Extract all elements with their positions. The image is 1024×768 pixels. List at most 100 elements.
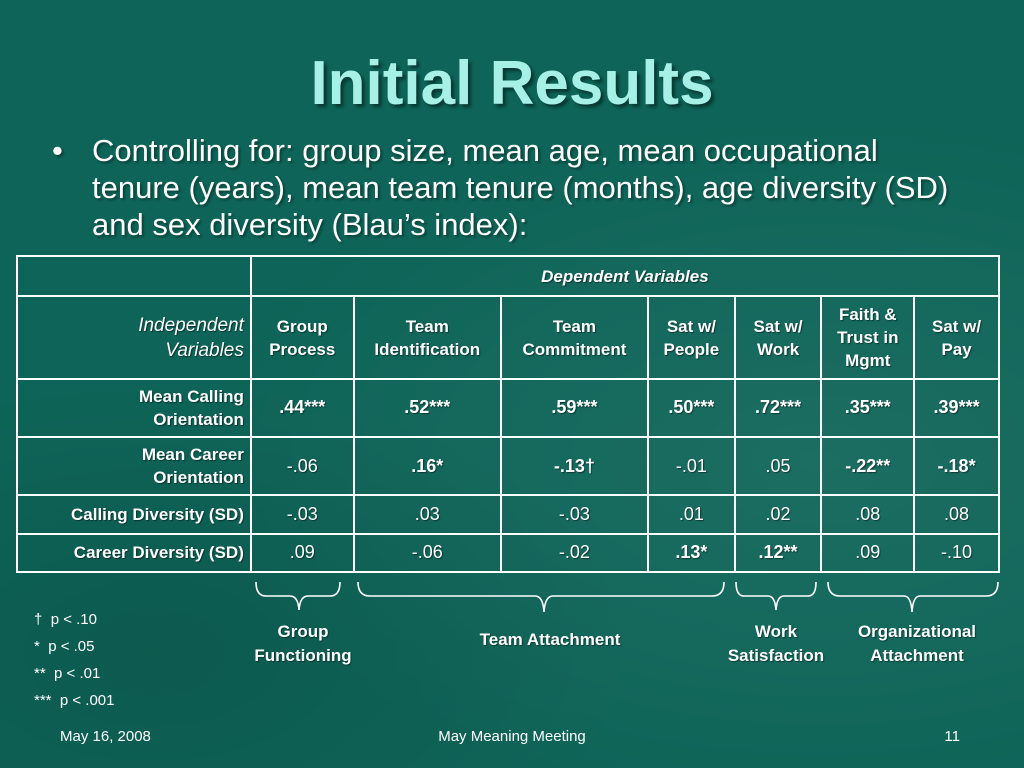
table-cell: .12** xyxy=(733,532,823,574)
footnote-item: † p < .10 xyxy=(34,606,115,633)
footnote-symbol: ** xyxy=(34,665,46,682)
bullet-item: • Controlling for: group size, mean age,… xyxy=(52,132,972,243)
column-header-line: Work xyxy=(756,339,800,359)
group-label-line: Attachment xyxy=(870,646,964,665)
column-header-sat-work: Sat w/ Work xyxy=(733,295,823,380)
column-header-sat-people: Sat w/ People xyxy=(647,295,736,380)
column-header-faith-trust: Faith & Trust in Mgmt xyxy=(820,295,916,380)
table-cell: -.02 xyxy=(499,532,650,574)
table-cell: .16* xyxy=(352,436,502,497)
row-header-mean-calling: Mean Calling Orientation xyxy=(16,377,252,439)
column-header-row: Independent Variables Group Process Team… xyxy=(16,295,1000,380)
table-cell: -.13† xyxy=(499,436,650,497)
table-row: Career Diversity (SD) .09 -.06 -.02 .13*… xyxy=(16,532,1000,574)
column-header-line: Sat w/ xyxy=(666,316,716,336)
table-cell: .44*** xyxy=(249,377,355,439)
row-header-line: Orientation xyxy=(153,468,244,488)
footnote-text: p < .001 xyxy=(59,692,115,709)
footnote-text: p < .05 xyxy=(48,638,95,655)
brace-work-satisfaction xyxy=(735,581,817,611)
brace-group-functioning xyxy=(255,581,341,611)
column-header-line: Faith & xyxy=(838,305,897,324)
column-header-line: Process xyxy=(269,339,336,359)
table-cell: .09 xyxy=(820,532,916,574)
row-header-career-diversity: Career Diversity (SD) xyxy=(16,532,252,574)
table-cell: -.06 xyxy=(352,532,502,574)
row-header-calling-diversity: Calling Diversity (SD) xyxy=(16,494,252,535)
column-header-line: Pay xyxy=(941,339,972,359)
row-header-line: Orientation xyxy=(153,409,244,429)
table-cell: .72*** xyxy=(733,377,823,439)
bullet-icon: • xyxy=(52,133,63,168)
row-header-mean-career: Mean Career Orientation xyxy=(16,436,252,497)
table-cell: .39*** xyxy=(913,377,1000,439)
footnote-item: ** p < .01 xyxy=(34,660,115,687)
table-cell: -.03 xyxy=(499,494,650,535)
label-group-functioning: Group Functioning xyxy=(236,620,370,668)
column-header-group-process: Group Process xyxy=(249,295,355,380)
brace-organizational-attachment xyxy=(827,581,999,613)
group-label-line: Group xyxy=(277,622,329,641)
label-team-attachment: Team Attachment xyxy=(479,630,621,649)
footer-event: May Meaning Meeting xyxy=(438,728,586,745)
table-cell: .52*** xyxy=(352,377,502,439)
table-row: Mean Career Orientation -.06 .16* -.13† … xyxy=(16,436,1000,497)
footnote-text: p < .10 xyxy=(50,611,97,628)
table-cell: .01 xyxy=(647,494,736,535)
group-label-line: Work xyxy=(754,622,798,641)
table-cell: -.01 xyxy=(647,436,736,497)
footnote-item: * p < .05 xyxy=(34,633,115,660)
row-header-line: Mean Career xyxy=(141,445,244,465)
footer-page-number: 11 xyxy=(944,728,960,745)
column-header-line: Sat w/ xyxy=(753,316,803,336)
label-work-satisfaction: Work Satisfaction xyxy=(712,620,840,668)
footnote-symbol: * xyxy=(34,638,40,655)
column-header-line: People xyxy=(663,339,720,359)
column-header-line: Mgmt xyxy=(845,351,891,370)
brace-team-attachment xyxy=(357,581,725,613)
row-header-line: Career Diversity (SD) xyxy=(73,543,244,563)
table-header-row: Dependent Variables xyxy=(16,254,1001,298)
column-header-line: Commitment xyxy=(522,339,627,359)
column-header-line: Team xyxy=(552,316,597,336)
column-header-line: Identification xyxy=(374,339,481,359)
group-label-line: Satisfaction xyxy=(727,646,825,665)
table-cell: -.10 xyxy=(913,532,1000,574)
table-cell: -.06 xyxy=(249,436,355,497)
table-cell: -.22** xyxy=(820,436,916,497)
table-cell: .50*** xyxy=(647,377,736,439)
independent-header-line: Variables xyxy=(165,339,244,361)
table-cell: .08 xyxy=(820,494,916,535)
column-header-sat-pay: Sat w/ Pay xyxy=(913,295,1000,380)
row-header-line: Calling Diversity (SD) xyxy=(71,505,244,525)
table-cell: .03 xyxy=(352,494,502,535)
column-header-team-commitment: Team Commitment xyxy=(499,295,650,380)
footer-date: May 16, 2008 xyxy=(60,728,151,745)
column-header-line: Group xyxy=(276,316,328,336)
table-cell: .09 xyxy=(249,532,355,574)
table-cell: .02 xyxy=(733,494,823,535)
results-table: Dependent Variables Independent Variable… xyxy=(16,254,1001,574)
table-cell: .08 xyxy=(913,494,1000,535)
footnote-symbol: † xyxy=(34,611,43,628)
independent-header-line: Independent xyxy=(138,314,244,336)
footnote-item: *** p < .001 xyxy=(34,687,115,714)
group-label-line: Organizational xyxy=(857,622,977,641)
column-header-team-identification: Team Identification xyxy=(352,295,502,380)
table-cell: .35*** xyxy=(820,377,916,439)
group-label-line: Functioning xyxy=(254,646,352,665)
label-organizational-attachment: Organizational Attachment xyxy=(842,620,992,668)
row-header-line: Mean Calling xyxy=(139,386,244,406)
dependent-variables-header: Dependent Variables xyxy=(249,254,1001,298)
column-header-line: Team xyxy=(405,316,449,336)
footnote-text: p < .01 xyxy=(54,665,101,682)
table-cell: -.03 xyxy=(249,494,355,535)
slide-title: Initial Results xyxy=(310,49,714,118)
table-row: Calling Diversity (SD) -.03 .03 -.03 .01… xyxy=(16,494,1000,535)
footnote-symbol: *** xyxy=(34,692,52,709)
table-cell: .05 xyxy=(733,436,823,497)
table-cell: .13* xyxy=(647,532,736,574)
empty-corner-cell xyxy=(16,254,252,298)
bullet-text: Controlling for: group size, mean age, m… xyxy=(92,133,949,242)
independent-variables-header: Independent Variables xyxy=(16,295,252,380)
